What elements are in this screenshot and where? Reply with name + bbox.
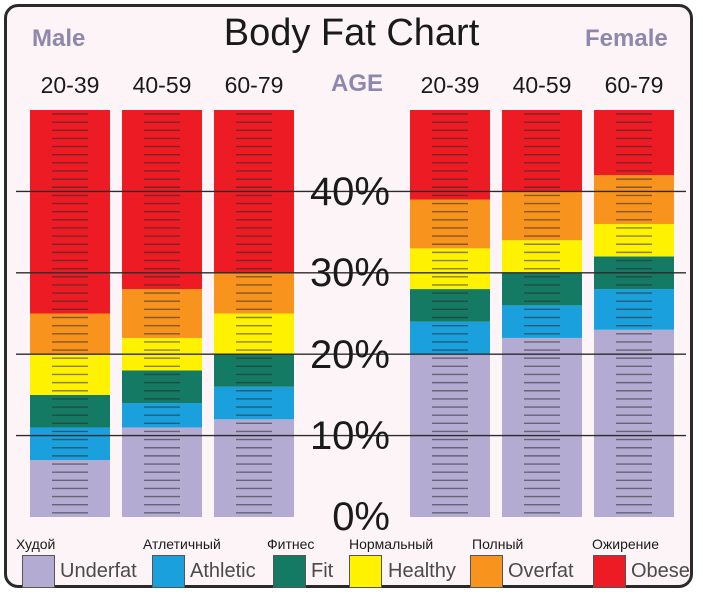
legend-en-overfat: Overfat: [508, 560, 574, 582]
female-age-40-59: 40-59: [512, 72, 572, 98]
legend-swatch-fit: [273, 555, 306, 588]
ytick-0: 0%: [332, 495, 390, 539]
ytick-20: 20%: [309, 333, 390, 377]
male-label: Male: [32, 25, 86, 52]
female-age-20-39: 20-39: [420, 72, 480, 98]
female-20-39-fit-segment: [410, 289, 490, 322]
legend-swatch-athletic: [152, 555, 185, 588]
legend-en-healthy: Healthy: [388, 560, 456, 582]
female-40-59-overfat-segment: [502, 191, 582, 241]
male-age-20-39: 20-39: [40, 72, 100, 98]
age-label: AGE: [330, 70, 383, 97]
legend-ru-healthy: Нормальный: [349, 536, 434, 552]
male-40-59-obese-segment: [122, 110, 202, 290]
legend-swatch-overfat: [470, 555, 503, 588]
legend-en-athletic: Athletic: [190, 560, 256, 582]
male-40-59-overfat-segment: [122, 289, 202, 338]
female-60-79-overfat-segment: [594, 175, 674, 224]
legend-swatch-healthy: [349, 555, 382, 588]
female-40-59-healthy-segment: [502, 240, 582, 273]
legend-ru-overfat: Полный: [472, 536, 524, 552]
male-20-39-fit-segment: [30, 394, 110, 428]
legend-swatch-obese: [593, 555, 626, 588]
ytick-10: 10%: [309, 414, 390, 458]
legend-ru-underfat: Худой: [16, 536, 56, 552]
legend-en-fit: Fit: [311, 560, 334, 582]
female-60-79-obese-segment: [594, 110, 674, 176]
female-40-59-athletic-segment: [502, 305, 582, 338]
legend-en-underfat: Underfat: [60, 560, 137, 582]
male-60-79-athletic-segment: [214, 386, 294, 420]
female-20-39-overfat-segment: [410, 199, 490, 249]
male-60-79-underfat-segment: [214, 419, 294, 517]
female-40-59-underfat-segment: [502, 337, 582, 517]
female-60-79-healthy-segment: [594, 223, 674, 257]
legend-ru-athletic: Атлетичный: [143, 536, 221, 552]
chart-title: Body Fat Chart: [223, 12, 480, 54]
legend-swatch-underfat: [22, 555, 55, 588]
male-20-39-athletic-segment: [30, 427, 110, 461]
male-age-40-59: 40-59: [132, 72, 192, 98]
ytick-40: 40%: [309, 170, 390, 214]
legend-ru-fit: Фитнес: [267, 536, 315, 552]
male-40-59-fit-segment: [122, 370, 202, 404]
female-label: Female: [585, 25, 668, 52]
legend-ru-obese: Ожирение: [592, 536, 659, 552]
female-40-59-obese-segment: [502, 110, 582, 192]
female-40-59-fit-segment: [502, 272, 582, 306]
male-60-79-fit-segment: [214, 354, 294, 387]
female-20-39-athletic-segment: [410, 321, 490, 355]
legend-en-obese: Obese: [631, 560, 690, 582]
ytick-30: 30%: [309, 251, 390, 295]
female-age-60-79: 60-79: [604, 72, 664, 98]
male-age-60-79: 60-79: [224, 72, 284, 98]
